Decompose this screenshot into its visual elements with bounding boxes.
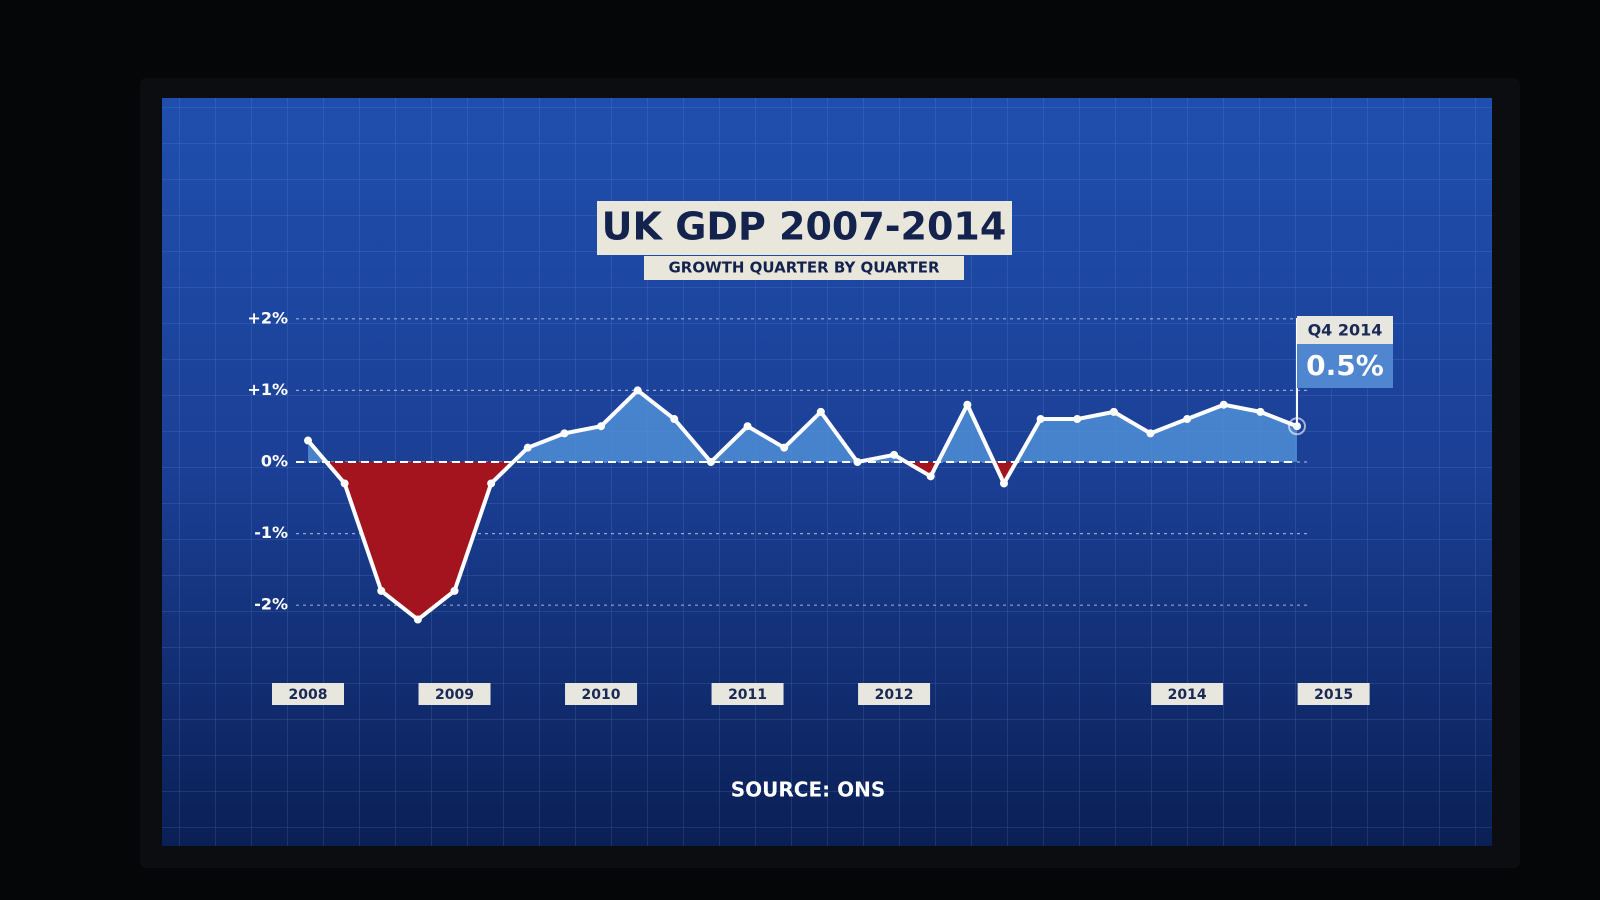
point bbox=[1219, 400, 1228, 409]
x-tick-label: 2008 bbox=[289, 687, 328, 703]
area-positive bbox=[308, 390, 1297, 462]
x-tick-box bbox=[565, 683, 638, 705]
callout-value-box bbox=[1297, 344, 1393, 388]
x-tick-box bbox=[1151, 683, 1224, 705]
point bbox=[340, 479, 349, 488]
point bbox=[670, 415, 679, 424]
y-tick-label: 0% bbox=[261, 452, 288, 471]
point bbox=[890, 450, 899, 459]
point bbox=[1036, 415, 1045, 424]
point bbox=[1073, 415, 1082, 424]
point bbox=[706, 458, 715, 466]
x-tick-label: 2015 bbox=[1314, 687, 1353, 703]
callout-header-box bbox=[1297, 316, 1393, 344]
area-negative bbox=[308, 462, 1297, 620]
chart-subtitle: GROWTH QUARTER BY QUARTER bbox=[668, 259, 940, 277]
line bbox=[306, 388, 1298, 622]
x-tick-box bbox=[272, 683, 344, 705]
point bbox=[963, 400, 972, 409]
point bbox=[853, 458, 862, 466]
x-tick-label: 2009 bbox=[435, 687, 474, 703]
x-tick-box bbox=[858, 683, 931, 705]
point bbox=[1256, 407, 1265, 416]
callout-value: 0.5% bbox=[1306, 349, 1384, 382]
title-box bbox=[597, 201, 1012, 255]
x-tick-box bbox=[418, 683, 491, 705]
source: SOURCE: ONS bbox=[731, 778, 886, 802]
point bbox=[999, 479, 1008, 488]
point bbox=[450, 586, 459, 595]
x-tick-box bbox=[1297, 683, 1370, 705]
point bbox=[926, 472, 935, 481]
point bbox=[1183, 415, 1192, 424]
plot: +2% +1% 0% -1% -2% 2008 2009 2010 2011 2012 2014 20… bbox=[247, 308, 1393, 705]
point bbox=[633, 386, 642, 395]
y-tick-label: +1% bbox=[247, 380, 288, 399]
chart-title: UK GDP 2007-2014 bbox=[602, 205, 1007, 249]
y-tick-label: -2% bbox=[254, 595, 288, 614]
x-tick-box bbox=[711, 683, 784, 705]
subtitle-box bbox=[644, 256, 964, 280]
point bbox=[1146, 429, 1155, 438]
point bbox=[413, 615, 422, 624]
x-tick-label: 2011 bbox=[728, 687, 767, 703]
point bbox=[597, 422, 606, 431]
point bbox=[1109, 407, 1118, 416]
point bbox=[816, 407, 825, 416]
point bbox=[523, 443, 532, 452]
x-tick-label: 2012 bbox=[875, 687, 914, 703]
point bbox=[743, 422, 752, 431]
point bbox=[780, 443, 789, 452]
point bbox=[377, 586, 386, 595]
point bbox=[304, 436, 312, 445]
y-tick-label: -1% bbox=[254, 523, 288, 542]
x-tick-label: 2010 bbox=[582, 687, 621, 703]
point bbox=[560, 429, 569, 438]
point bbox=[487, 479, 496, 488]
callout-header: Q4 2014 bbox=[1308, 321, 1383, 340]
x-tick-label: 2014 bbox=[1168, 687, 1207, 703]
y-tick-label: +2% bbox=[247, 308, 288, 327]
